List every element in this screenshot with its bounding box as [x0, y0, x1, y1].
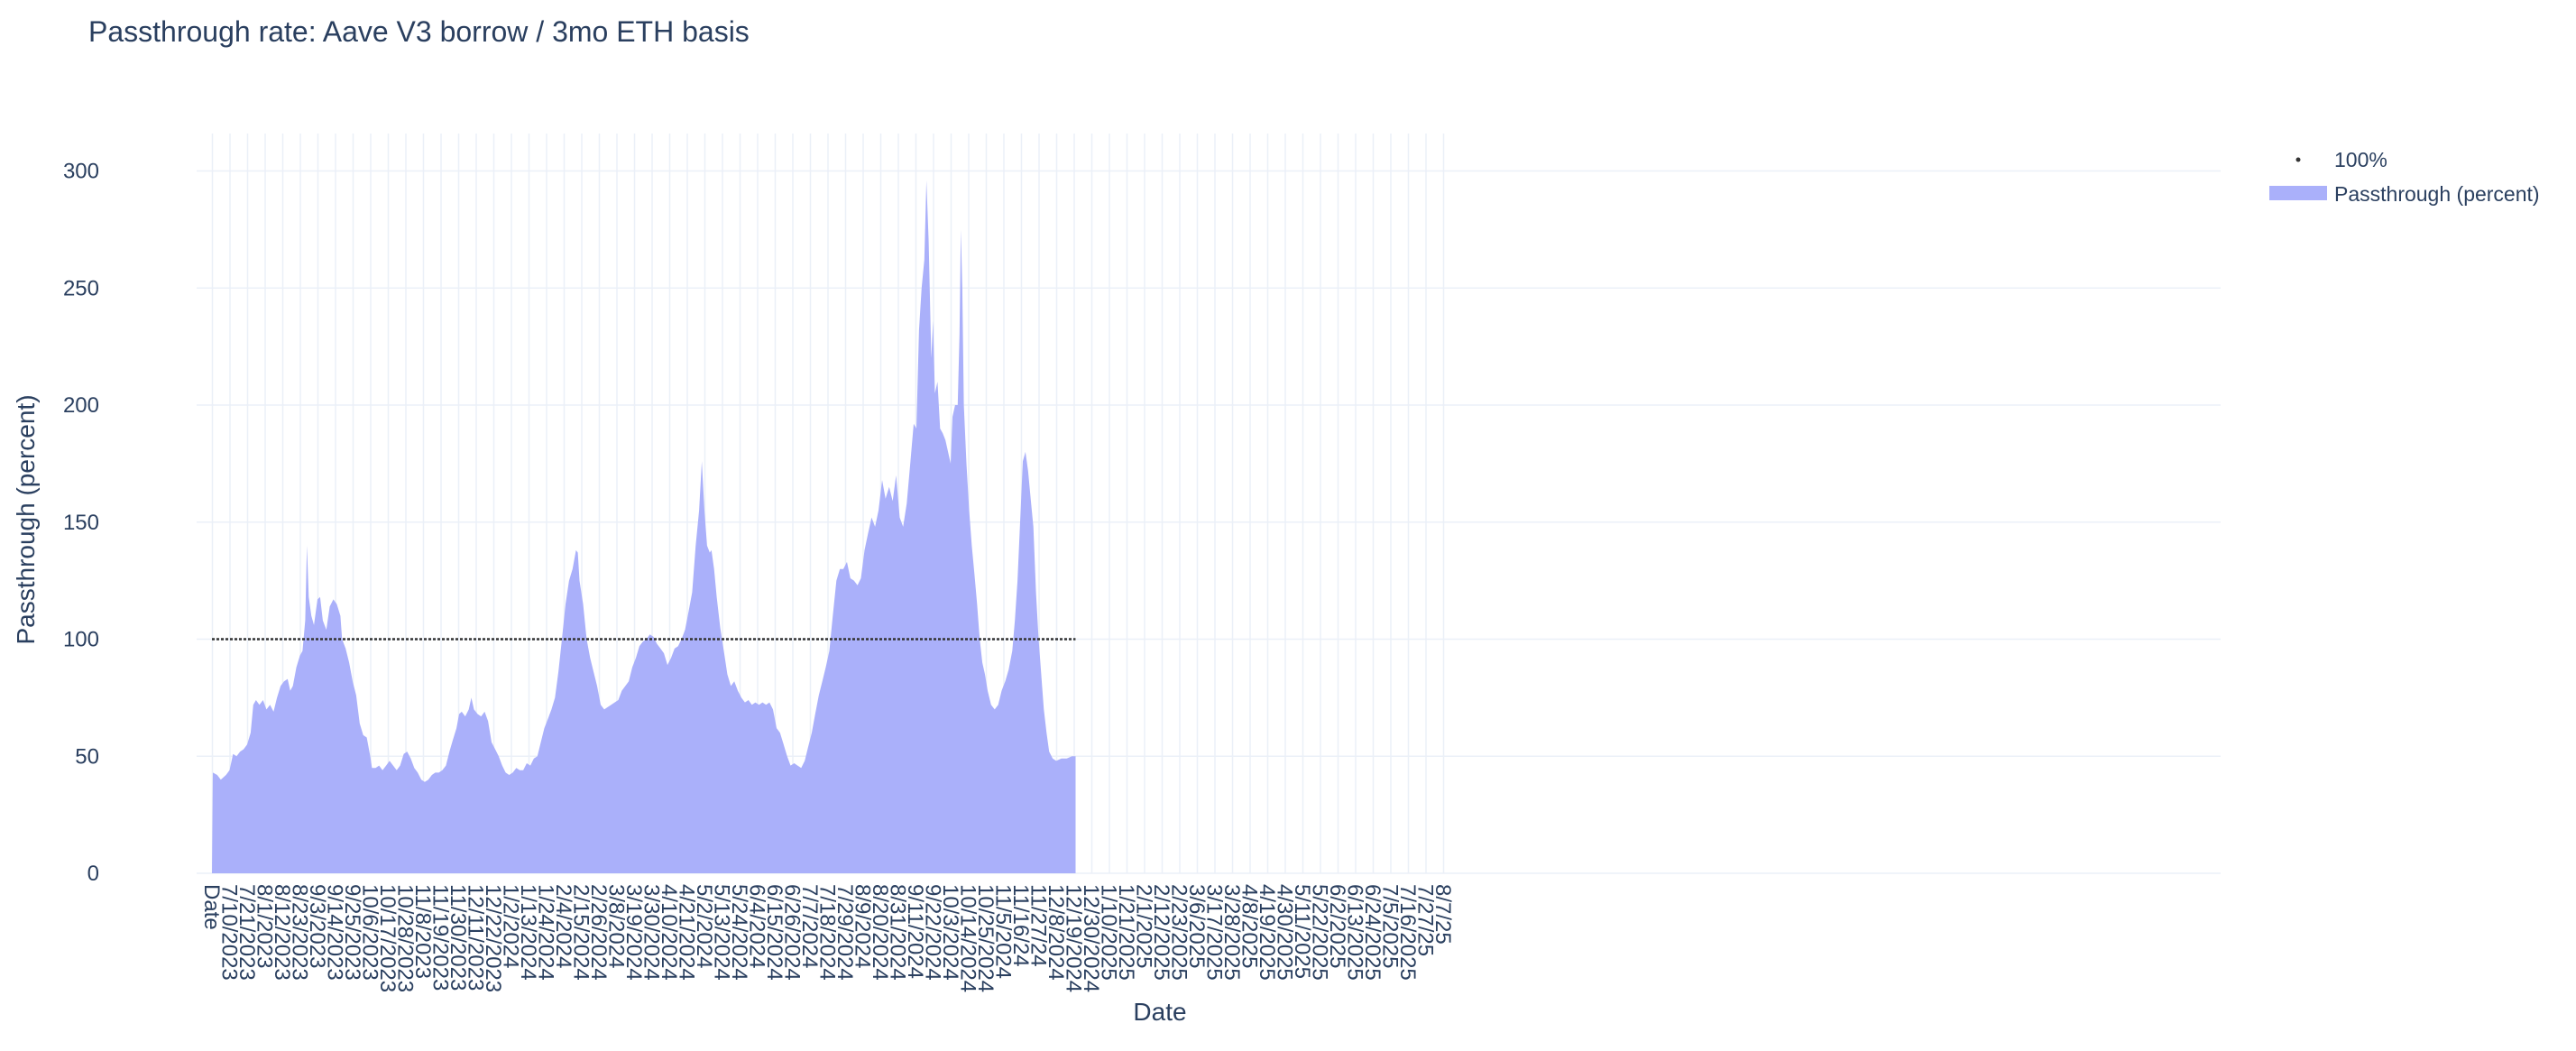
- x-tick-label: 4/30/2025: [1273, 884, 1297, 981]
- x-axis-title: Date: [1133, 998, 1186, 1026]
- x-tick-label: 3/17/2025: [1202, 884, 1227, 981]
- x-tick-label: 9/22/2024: [921, 884, 945, 981]
- x-tick-label: 11/8/2023: [410, 884, 435, 979]
- x-tick-label: Date: [199, 884, 224, 930]
- x-tick-label: 4/8/2025: [1237, 884, 1262, 968]
- x-tick-label: 12/8/2024: [1044, 884, 1068, 981]
- x-tick-label: 5/2/2024: [692, 884, 716, 968]
- x-tick-label: 8/12/2023: [270, 884, 294, 981]
- x-tick-label: 9/11/2024: [903, 884, 927, 979]
- x-tick-label: 10/28/2023: [393, 884, 418, 992]
- x-tick-label: 10/17/2023: [375, 884, 400, 992]
- x-tick-label: 8/31/2024: [886, 884, 910, 981]
- x-tick-label: 2/4/2024: [551, 884, 575, 968]
- legend-marker-100-percent: [2295, 157, 2301, 162]
- x-tick-label: 12/30/2024: [1079, 884, 1103, 992]
- x-tick-label: 6/2/2025: [1325, 884, 1349, 968]
- x-tick-label: 3/6/2025: [1184, 884, 1209, 968]
- y-tick-label: 50: [75, 744, 99, 769]
- x-tick-label: 12/19/2024: [1062, 884, 1086, 992]
- legend-label-passthrough: Passthrough (percent): [2334, 182, 2540, 206]
- y-tick-label: 150: [63, 511, 99, 535]
- x-tick-label: 11/5/2024: [991, 884, 1016, 979]
- x-tick-label: 6/4/2024: [745, 884, 769, 968]
- area-series-passthrough: [212, 180, 1076, 873]
- x-tick-label: 11/16/24: [1008, 884, 1033, 967]
- x-tick-label: 7/27/25: [1413, 884, 1438, 956]
- y-tick-label: 0: [87, 862, 99, 886]
- x-tick-label: 10/6/2023: [358, 884, 382, 981]
- x-tick-label: 2/12/2025: [1149, 884, 1173, 981]
- y-axis-title: Passthrough (percent): [12, 394, 40, 644]
- x-tick-label: 2/23/2025: [1167, 884, 1191, 981]
- x-tick-label: 11/27/24: [1026, 884, 1051, 967]
- x-tick-label: 1/24/2024: [534, 884, 558, 981]
- x-tick-label: 8/9/2024: [851, 884, 875, 968]
- x-tick-label: 3/30/2024: [639, 884, 664, 981]
- x-tick-label: 7/16/2025: [1395, 884, 1420, 981]
- x-tick-label: 7/18/2024: [815, 884, 840, 981]
- x-tick-label: 4/21/2024: [675, 884, 699, 981]
- x-tick-label: 2/26/2024: [586, 884, 611, 981]
- x-tick-label: 5/11/2025: [1290, 884, 1314, 979]
- y-tick-label: 250: [63, 276, 99, 300]
- x-tick-label: 10/25/2024: [973, 884, 998, 992]
- x-tick-label: 11/30/2023: [446, 884, 470, 991]
- x-tick-label: 9/25/2023: [340, 884, 364, 981]
- x-tick-label: 8/23/2023: [288, 884, 312, 981]
- x-tick-label: 10/3/2024: [938, 884, 962, 981]
- x-tick-label: 2/15/2024: [569, 884, 593, 981]
- y-tick-label: 300: [63, 160, 99, 184]
- x-tick-label: 2/1/2025: [1132, 884, 1156, 968]
- legend-item-100-percent[interactable]: 100%: [2295, 148, 2387, 171]
- x-tick-label: 10/14/2024: [956, 884, 980, 992]
- x-tick-label: 11/19/2023: [428, 884, 453, 991]
- x-tick-label: 5/13/2024: [710, 884, 734, 981]
- x-tick-label: 6/13/2025: [1343, 884, 1367, 981]
- x-tick-label: 7/5/2025: [1378, 884, 1403, 968]
- x-tick-label: 4/19/2025: [1255, 884, 1279, 981]
- chart-title: Passthrough rate: Aave V3 borrow / 3mo E…: [88, 15, 750, 48]
- x-tick-label: 6/15/2024: [762, 884, 787, 981]
- x-tick-label: 1/13/2024: [516, 884, 540, 981]
- legend-label-100-percent: 100%: [2334, 148, 2387, 171]
- x-tick-label: 1/21/2025: [1114, 884, 1138, 981]
- x-tick-label: 4/10/2024: [657, 884, 681, 981]
- y-tick-label: 100: [63, 628, 99, 652]
- legend-item-passthrough[interactable]: Passthrough (percent): [2269, 182, 2540, 206]
- x-tick-label: 9/14/2023: [323, 884, 347, 981]
- x-tick-label: 12/11/2023: [464, 884, 488, 991]
- x-tick-label: 3/8/2024: [604, 884, 629, 968]
- x-axis: Date7/10/20237/21/20238/1/20238/12/20238…: [199, 884, 1455, 992]
- legend-swatch-passthrough: [2269, 186, 2327, 200]
- y-axis: 0 50 100 150 200 250 300: [63, 160, 99, 886]
- x-tick-label: 6/26/2024: [780, 884, 805, 981]
- x-tick-label: 8/7/25: [1431, 884, 1455, 945]
- x-tick-label: 8/20/2024: [868, 884, 892, 981]
- x-tick-label: 9/3/2023: [305, 884, 329, 968]
- x-tick-label: 1/2/2024: [499, 884, 523, 968]
- y-tick-label: 200: [63, 393, 99, 418]
- x-tick-label: 8/1/2023: [253, 884, 277, 968]
- x-tick-label: 3/28/2025: [1219, 884, 1244, 981]
- x-tick-label: 7/29/2024: [833, 884, 857, 981]
- x-tick-label: 5/24/2024: [727, 884, 751, 981]
- legend: 100% Passthrough (percent): [2269, 148, 2540, 206]
- area-series-layer: [212, 180, 1076, 873]
- x-tick-label: 5/22/2025: [1308, 884, 1332, 981]
- x-tick-label: 12/22/2023: [481, 884, 505, 992]
- x-tick-label: 1/10/2025: [1097, 884, 1121, 981]
- x-tick-label: 3/19/2024: [621, 884, 646, 981]
- x-tick-label: 6/24/2025: [1360, 884, 1385, 981]
- x-tick-label: 7/10/2023: [217, 884, 242, 981]
- x-tick-label: 7/7/2024: [797, 884, 822, 968]
- x-tick-label: 7/21/2023: [235, 884, 259, 981]
